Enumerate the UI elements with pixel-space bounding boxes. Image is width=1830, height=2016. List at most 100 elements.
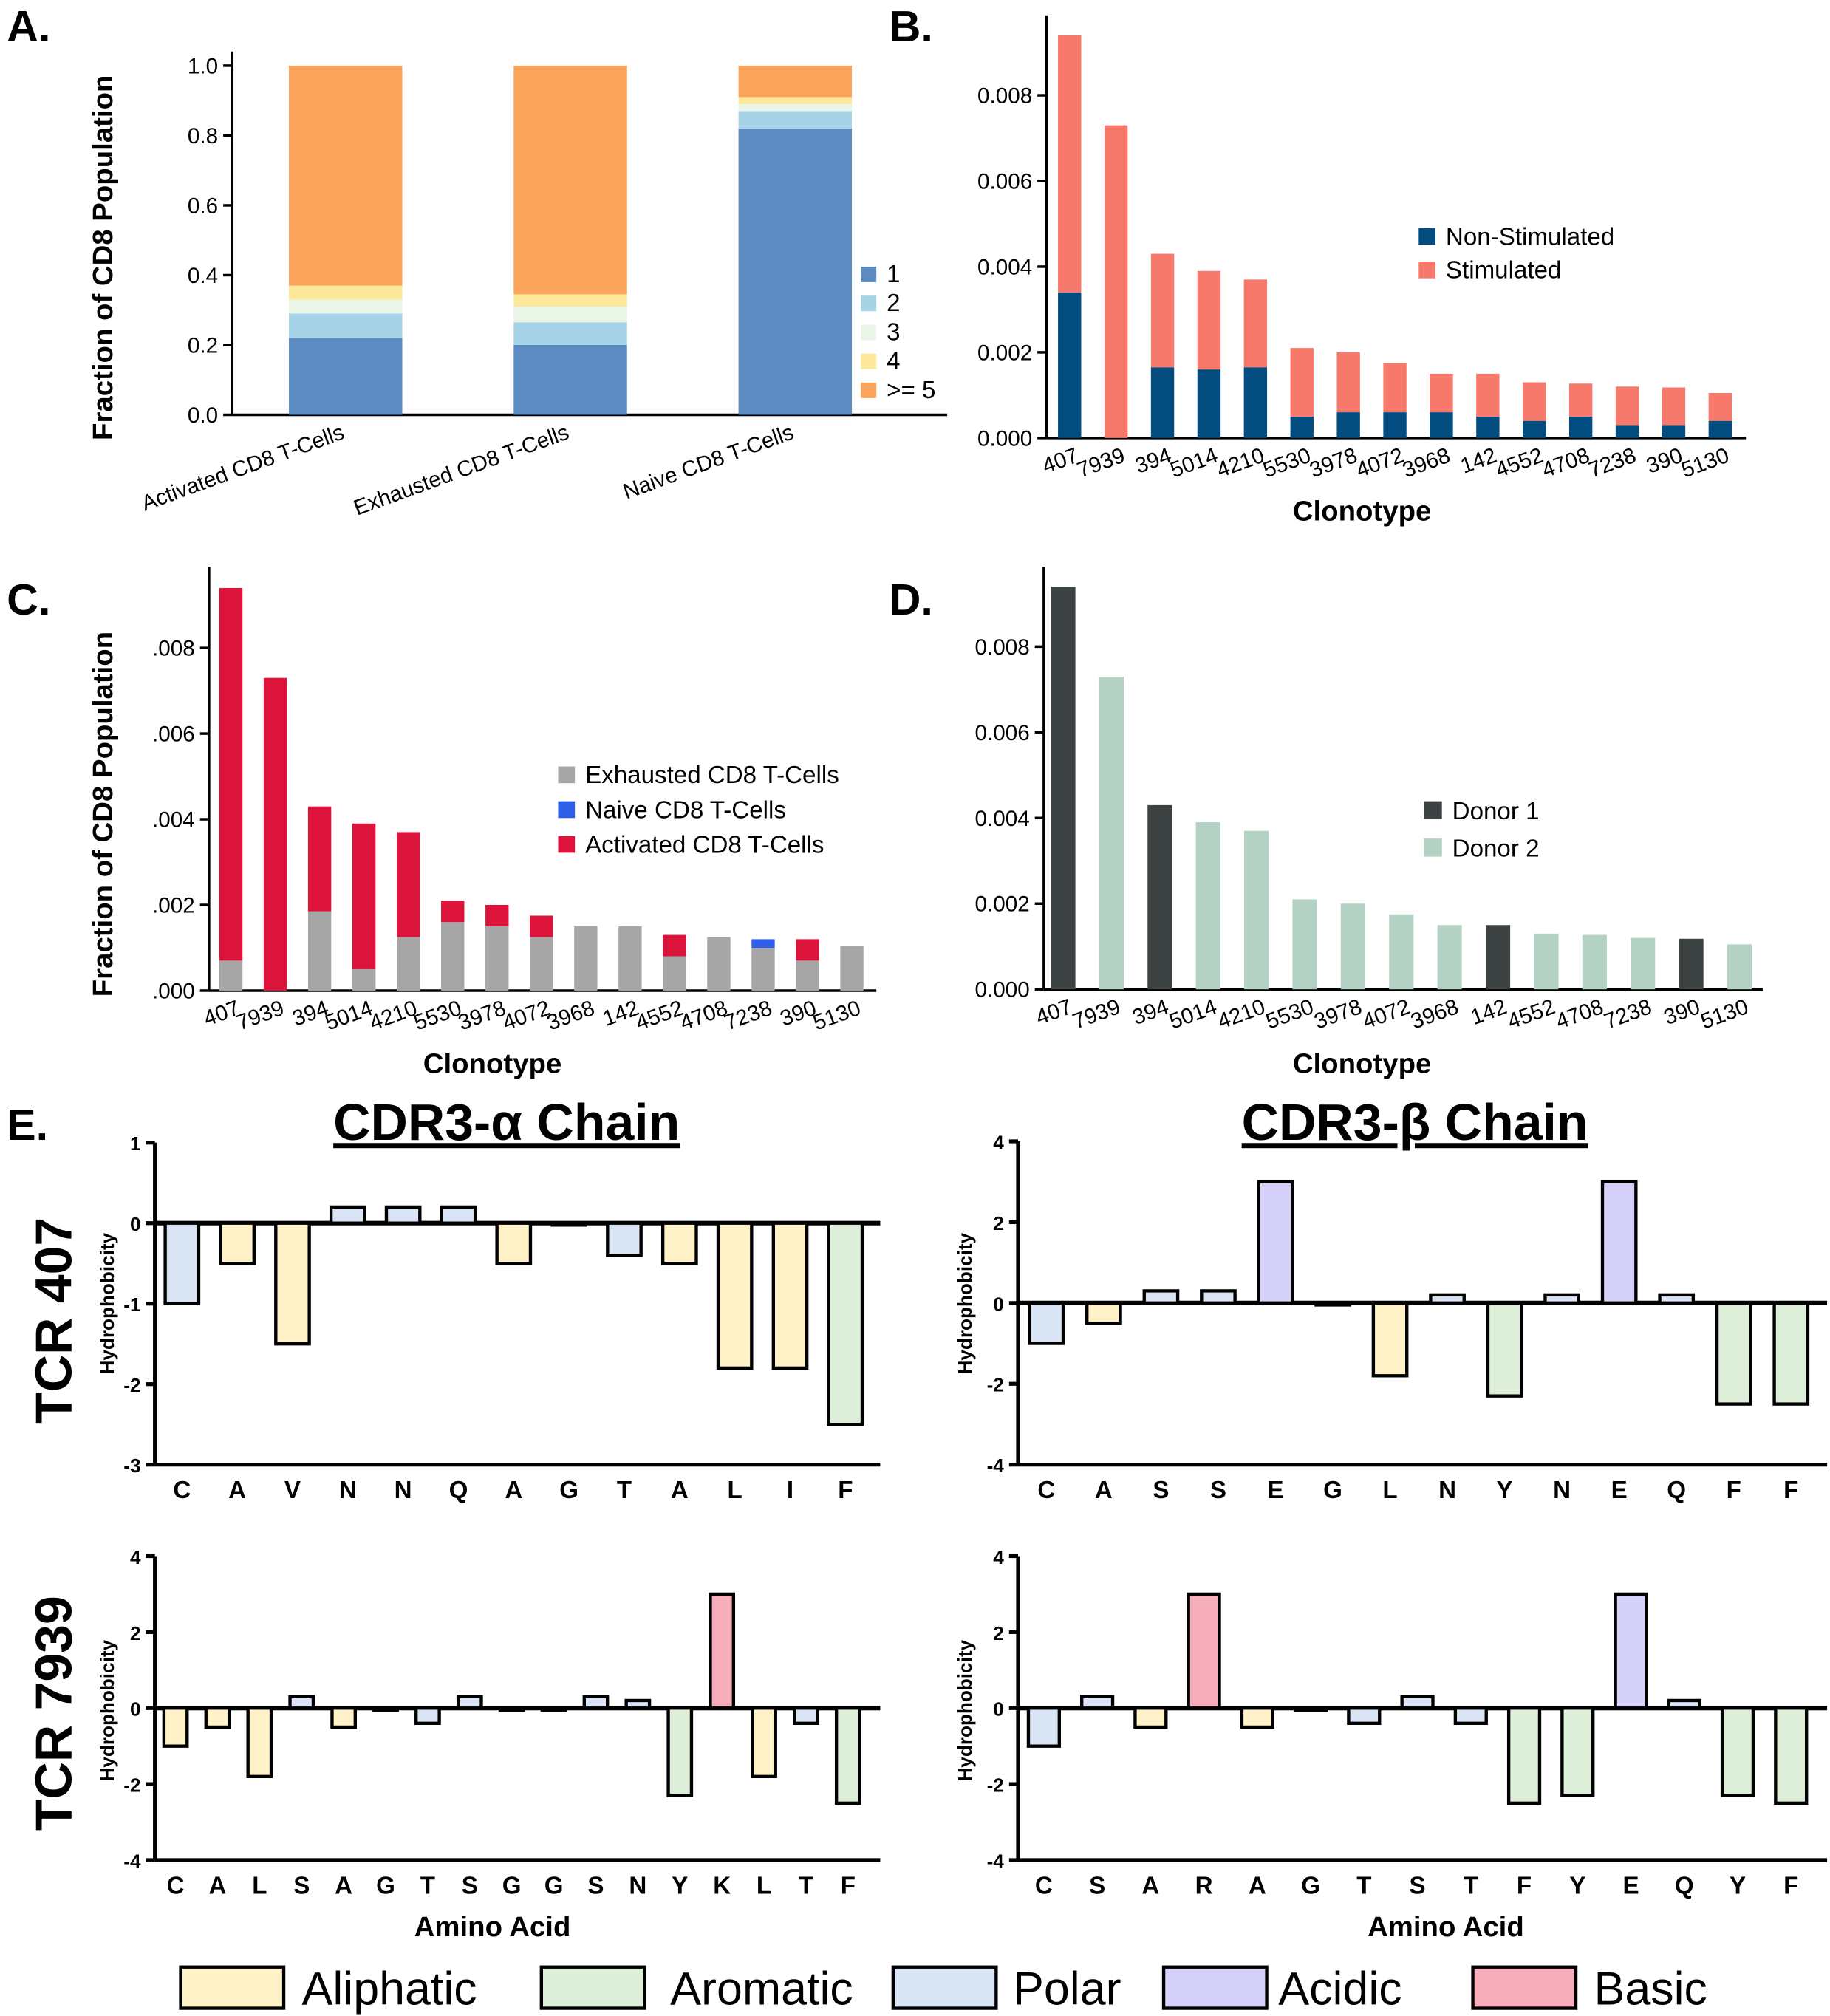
legend-label: Basic bbox=[1594, 1963, 1707, 2015]
legend-swatch bbox=[861, 266, 877, 282]
y-tick-label: -2 bbox=[987, 1774, 1004, 1797]
x-tick-label: T bbox=[1356, 1872, 1371, 1899]
y-tick-label: 0.000 bbox=[975, 978, 1030, 1002]
legend-label: 2 bbox=[887, 290, 900, 317]
x-tick-label: C bbox=[1035, 1872, 1053, 1899]
x-axis-label: Clonotype bbox=[423, 1048, 562, 1080]
legend-swatch bbox=[1424, 838, 1442, 857]
legend-swatch bbox=[558, 836, 576, 853]
x-axis-label: Amino Acid bbox=[1368, 1911, 1524, 1943]
legend-swatch bbox=[861, 295, 877, 312]
x-tick-label: N bbox=[629, 1872, 646, 1899]
x-tick-label: C bbox=[1037, 1477, 1055, 1504]
x-tick-label: 3978 bbox=[1306, 443, 1360, 483]
bar-Activated CD8 T-Cells-3 bbox=[289, 299, 403, 314]
bar-4708-stimulated bbox=[1568, 383, 1593, 417]
bar-4210-stimulated bbox=[1243, 279, 1268, 368]
y-tick-label: 0.008 bbox=[975, 635, 1030, 660]
x-tick-label: F bbox=[1783, 1477, 1798, 1504]
x-tick-label: G bbox=[544, 1872, 564, 1899]
bar-N-7 bbox=[1429, 1293, 1466, 1305]
legend-label: Non-Stimulated bbox=[1446, 223, 1614, 250]
bar-A-6 bbox=[495, 1221, 533, 1265]
bar-4552 bbox=[1534, 933, 1559, 990]
x-tick-label: Naive CD8 T-Cells bbox=[620, 420, 797, 504]
bar-7238-non-stimulated bbox=[1615, 425, 1639, 438]
x-tick-label: K bbox=[713, 1872, 731, 1899]
bar-Activated CD8 T-Cells-2 bbox=[289, 313, 403, 338]
x-tick-label: N bbox=[339, 1477, 357, 1504]
legend-swatch bbox=[861, 382, 877, 398]
bar-4708-exhausted-cd8-t-cells bbox=[707, 937, 731, 991]
bar-394-activated-cd8-t-cells bbox=[307, 806, 332, 912]
bar-4708 bbox=[1582, 934, 1607, 990]
x-tick-label: R bbox=[1195, 1872, 1213, 1899]
legend-label: Polar bbox=[1013, 1963, 1121, 2015]
y-tick-label: .008 bbox=[152, 637, 195, 661]
bar-Naive CD8 T-Cells--5 bbox=[738, 65, 853, 98]
legend-swatch-basic bbox=[1471, 1965, 1578, 2010]
bar-Y-8 bbox=[1486, 1301, 1523, 1398]
x-tick-label: Y bbox=[1497, 1477, 1513, 1504]
y-tick-label: 4 bbox=[993, 1131, 1004, 1153]
y-tick-label: 0.002 bbox=[975, 892, 1030, 917]
chart-E-beta-407: 4 2 0 -2 -4 C A S S E G L N Y N E Q F F Hydrophobicity CDR3-… bbox=[954, 1093, 1828, 1504]
bar-3968-non-stimulated bbox=[1430, 412, 1453, 438]
y-tick-label: 0.4 bbox=[188, 264, 218, 288]
legend-swatch bbox=[1418, 261, 1435, 279]
legend-swatch bbox=[861, 353, 877, 369]
bar-3978-stimulated bbox=[1336, 352, 1360, 413]
bar-G-8 bbox=[498, 1706, 525, 1712]
x-tick-label: G bbox=[1301, 1872, 1320, 1899]
bar-394-non-stimulated bbox=[1150, 367, 1175, 438]
bar-G-5 bbox=[1314, 1301, 1351, 1307]
bar-N-9 bbox=[1543, 1293, 1580, 1305]
bar-4552-non-stimulated bbox=[1523, 420, 1546, 438]
legend-label: Acidic bbox=[1278, 1963, 1401, 2015]
bar-G-7 bbox=[550, 1221, 588, 1227]
residue-class-legend: Aliphatic Aromatic Polar Acidic Basic bbox=[179, 1963, 1707, 2015]
bar-A-1 bbox=[204, 1706, 231, 1729]
x-tick-label: S bbox=[293, 1872, 310, 1899]
y-axis-label: Hydrophobicity bbox=[96, 1232, 118, 1374]
y-tick-label: 2 bbox=[993, 1622, 1004, 1644]
bar-390-exhausted-cd8-t-cells bbox=[796, 960, 819, 991]
bar-T-8 bbox=[1453, 1706, 1488, 1725]
bar-407-stimulated bbox=[1058, 35, 1082, 293]
bar-390-stimulated bbox=[1662, 387, 1686, 426]
bar-4072-stimulated bbox=[1383, 363, 1407, 413]
bar-Q-11 bbox=[1658, 1293, 1696, 1305]
x-tick-label: F bbox=[841, 1872, 856, 1899]
y-tick-label: 0 bbox=[130, 1698, 141, 1721]
y-tick-label: 4 bbox=[130, 1546, 141, 1568]
bar-407-non-stimulated bbox=[1058, 292, 1082, 438]
x-tick-label: 4552 bbox=[1504, 994, 1558, 1034]
bar-7939-stimulated bbox=[1104, 125, 1128, 438]
x-tick-label: E bbox=[1622, 1872, 1639, 1899]
bar-Exhausted CD8 T-Cells-4 bbox=[513, 294, 627, 307]
bar-4072-exhausted-cd8-t-cells bbox=[530, 937, 553, 991]
x-tick-label: 5130 bbox=[1698, 994, 1752, 1034]
x-tick-label: N bbox=[1553, 1477, 1571, 1504]
bar-S-1 bbox=[1080, 1695, 1115, 1710]
bar-Activated CD8 T-Cells--5 bbox=[289, 65, 403, 286]
bar-G-5 bbox=[1293, 1706, 1328, 1712]
y-tick-label: -2 bbox=[123, 1774, 140, 1797]
bar-5130-non-stimulated bbox=[1708, 420, 1732, 438]
x-tick-label: L bbox=[252, 1872, 267, 1899]
bar-A-1 bbox=[219, 1221, 256, 1265]
y-tick-label: -2 bbox=[123, 1374, 140, 1396]
x-tick-label: N bbox=[395, 1477, 412, 1504]
x-tick-label: T bbox=[1464, 1872, 1478, 1899]
x-tick-label: L bbox=[757, 1872, 771, 1899]
bar-3968 bbox=[1437, 925, 1462, 990]
panel-label: D. bbox=[890, 575, 933, 624]
x-tick-label: T bbox=[617, 1477, 632, 1504]
x-tick-label: S bbox=[1153, 1477, 1169, 1504]
panel-label: E. bbox=[7, 1100, 48, 1149]
y-tick-label: .004 bbox=[152, 808, 195, 833]
bar-5014 bbox=[1195, 822, 1220, 990]
x-tick-label: 5014 bbox=[1167, 443, 1221, 483]
y-tick-label: .000 bbox=[152, 979, 195, 1003]
